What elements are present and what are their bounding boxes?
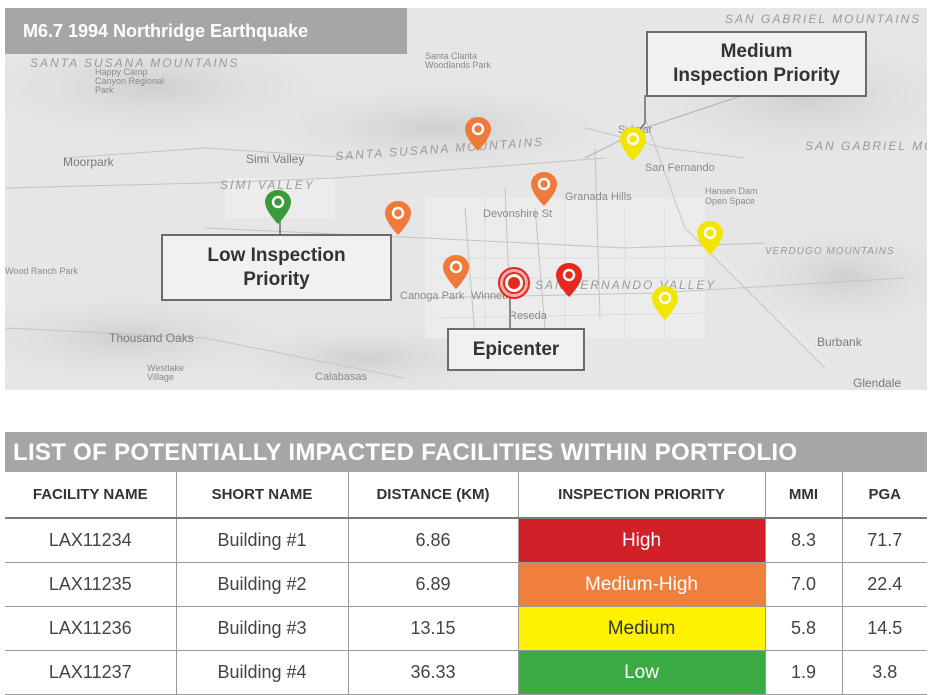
table-row[interactable]: LAX11236 Building #3 13.15 Medium 5.8 14… — [5, 606, 927, 651]
label-granada-hills: Granada Hills — [565, 191, 632, 203]
table-row[interactable]: LAX11235 Building #2 6.89 Medium-High 7.… — [5, 562, 927, 607]
column-pga[interactable]: PGA — [842, 472, 927, 519]
cell-short-name: Building #1 — [176, 518, 349, 563]
epicenter-icon[interactable] — [497, 266, 531, 300]
callout-epicenter-label: Epicenter — [472, 338, 560, 360]
label-san-fernando: San Fernando — [645, 162, 715, 174]
label-simi-valley-range: SIMI VALLEY — [220, 178, 315, 192]
table-row[interactable]: LAX11234 Building #1 6.86 High 8.3 71.7 — [5, 518, 927, 563]
label-happy-camp: Happy Camp Canyon Regional Park — [95, 67, 165, 95]
cell-short-name: Building #3 — [176, 606, 349, 651]
label-calabasas: Calabasas — [315, 371, 367, 383]
facilities-table: FACILITY NAME SHORT NAME DISTANCE (KM) I… — [5, 472, 927, 695]
label-thousand-oaks: Thousand Oaks — [109, 331, 194, 345]
callout-low-line1: Low Inspection — [207, 244, 346, 266]
list-title: LIST OF POTENTIALLY IMPACTED FACILITIES … — [5, 432, 927, 472]
cell-pga: 22.4 — [842, 562, 927, 607]
cell-pga: 71.7 — [842, 518, 927, 563]
cell-pga: 3.8 — [842, 650, 927, 695]
label-san-gabriel-right: SAN GABRIEL MO — [805, 139, 927, 153]
cell-distance: 36.33 — [348, 650, 519, 695]
label-verdugo: VERDUGO MOUNTAINS — [765, 246, 895, 257]
cell-pga: 14.5 — [842, 606, 927, 651]
callout-medium-priority: Medium Inspection Priority — [646, 31, 867, 97]
cell-mmi: 8.3 — [765, 518, 843, 563]
callout-low-priority: Low Inspection Priority — [161, 234, 392, 301]
cell-priority-medium: Medium — [518, 606, 766, 651]
label-glendale: Glendale — [853, 376, 902, 390]
column-inspection-priority[interactable]: INSPECTION PRIORITY — [518, 472, 766, 519]
pin-medium-high-priority[interactable] — [442, 254, 470, 290]
table-header-row: FACILITY NAME SHORT NAME DISTANCE (KM) I… — [5, 472, 927, 519]
column-mmi[interactable]: MMI — [765, 472, 843, 519]
cell-mmi: 5.8 — [765, 606, 843, 651]
table-row[interactable]: LAX11237 Building #4 36.33 Low 1.9 3.8 — [5, 650, 927, 695]
pin-medium-high-priority[interactable] — [384, 200, 412, 236]
label-san-gabriel-mountains: SAN GABRIEL MOUNTAINS — [725, 12, 922, 26]
pin-high-priority[interactable] — [555, 262, 583, 298]
cell-distance: 13.15 — [348, 606, 519, 651]
pin-medium-high-priority[interactable] — [530, 171, 558, 207]
cell-distance: 6.86 — [348, 518, 519, 563]
label-burbank: Burbank — [817, 335, 862, 349]
callout-medium-line1: Medium — [720, 41, 793, 62]
pin-low-priority[interactable] — [264, 189, 292, 225]
column-short-name[interactable]: SHORT NAME — [176, 472, 349, 519]
label-moorpark: Moorpark — [63, 155, 114, 169]
label-westlake: Westlake Village — [147, 363, 184, 382]
cell-mmi: 7.0 — [765, 562, 843, 607]
cell-facility: LAX11235 — [5, 562, 177, 607]
cell-facility: LAX11236 — [5, 606, 177, 651]
label-santa-susana-left: SANTA SUSANA MOUNTAINS — [30, 56, 240, 70]
map-title: M6.7 1994 Northridge Earthquake — [5, 8, 407, 54]
cell-distance: 6.89 — [348, 562, 519, 607]
column-facility-name[interactable]: FACILITY NAME — [5, 472, 177, 519]
callout-epicenter: Epicenter — [447, 328, 585, 371]
pin-medium-priority[interactable] — [619, 126, 647, 162]
callout-low-line2: Priority — [243, 268, 310, 290]
cell-facility: LAX11234 — [5, 518, 177, 563]
label-reseda: Reseda — [509, 310, 547, 322]
cell-priority-high: High — [518, 518, 766, 563]
pin-medium-priority[interactable] — [696, 220, 724, 256]
cell-priority-medium-high: Medium-High — [518, 562, 766, 607]
label-devonshire: Devonshire St — [483, 208, 553, 220]
cell-facility: LAX11237 — [5, 650, 177, 695]
pin-medium-high-priority[interactable] — [464, 116, 492, 152]
column-distance[interactable]: DISTANCE (KM) — [348, 472, 519, 519]
label-simi-valley: Simi Valley — [246, 152, 305, 166]
cell-mmi: 1.9 — [765, 650, 843, 695]
label-hansen-dam: Hansen Dam Open Space — [705, 186, 758, 206]
callout-medium-line2: Inspection Priority — [673, 65, 840, 86]
label-wood-ranch: Wood Ranch Park — [5, 266, 78, 276]
cell-short-name: Building #4 — [176, 650, 349, 695]
cell-short-name: Building #2 — [176, 562, 349, 607]
map-view[interactable]: SAN GABRIEL MOUNTAINS SAN GABRIEL MO SAN… — [5, 8, 927, 390]
pin-medium-priority[interactable] — [651, 285, 679, 321]
label-santa-clarita: Santa Clarita Woodlands Park — [425, 51, 491, 70]
cell-priority-low: Low — [518, 650, 766, 695]
label-canoga-park: Canoga Park — [400, 290, 465, 302]
